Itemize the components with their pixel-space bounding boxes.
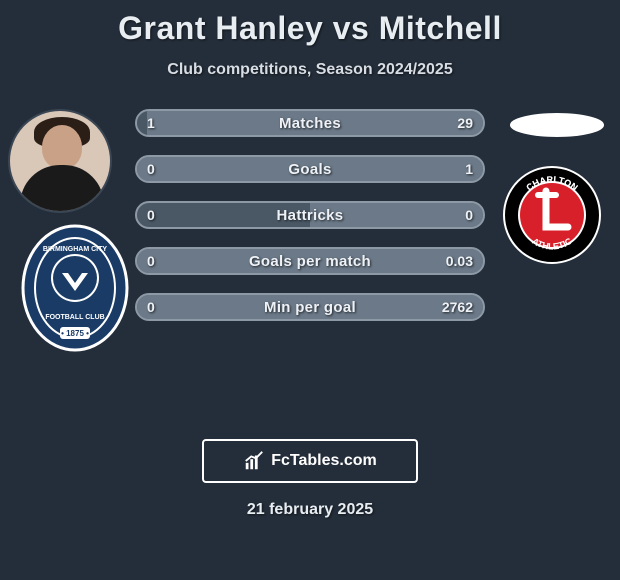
stat-label: Matches — [137, 111, 483, 135]
avatar-face — [42, 125, 82, 169]
stat-label: Goals per match — [137, 249, 483, 273]
left-club-badge: BIRMINGHAM CITY FOOTBALL CLUB • 1875 • — [20, 223, 130, 353]
chart-icon — [243, 450, 265, 472]
left-player-avatar — [8, 109, 112, 213]
watermark-text: FcTables.com — [271, 452, 377, 470]
left-player-column: BIRMINGHAM CITY FOOTBALL CLUB • 1875 • — [8, 109, 118, 353]
right-club-badge: CHARLTON CHARLTON ATHLETIC — [502, 165, 602, 265]
date-label: 21 february 2025 — [0, 501, 620, 519]
stat-bar: 00Hattricks — [135, 201, 485, 229]
stat-bar: 01Goals — [135, 155, 485, 183]
right-player-column: CHARLTON CHARLTON ATHLETIC — [502, 109, 612, 265]
page-title: Grant Hanley vs Mitchell — [0, 0, 620, 47]
svg-text:FOOTBALL CLUB: FOOTBALL CLUB — [45, 314, 104, 321]
stat-bar: 00.03Goals per match — [135, 247, 485, 275]
right-player-avatar-placeholder — [510, 113, 604, 137]
stat-bars: 129Matches 01Goals 00Hattricks 00.03Goals p… — [135, 109, 485, 339]
stat-label: Hattricks — [137, 203, 483, 227]
watermark: FcTables.com — [202, 439, 418, 483]
stat-bar: 02762Min per goal — [135, 293, 485, 321]
svg-text:BIRMINGHAM CITY: BIRMINGHAM CITY — [43, 246, 107, 253]
left-club-founded: • 1875 • — [61, 329, 89, 338]
avatar-body — [20, 165, 104, 213]
stat-label: Goals — [137, 157, 483, 181]
stat-bar: 129Matches — [135, 109, 485, 137]
comparison-area: BIRMINGHAM CITY FOOTBALL CLUB • 1875 • C… — [0, 109, 620, 389]
stat-label: Min per goal — [137, 295, 483, 319]
birmingham-badge-icon: BIRMINGHAM CITY FOOTBALL CLUB • 1875 • — [20, 223, 130, 353]
charlton-badge-icon: CHARLTON CHARLTON ATHLETIC — [502, 165, 602, 265]
page-subtitle: Club competitions, Season 2024/2025 — [0, 61, 620, 79]
